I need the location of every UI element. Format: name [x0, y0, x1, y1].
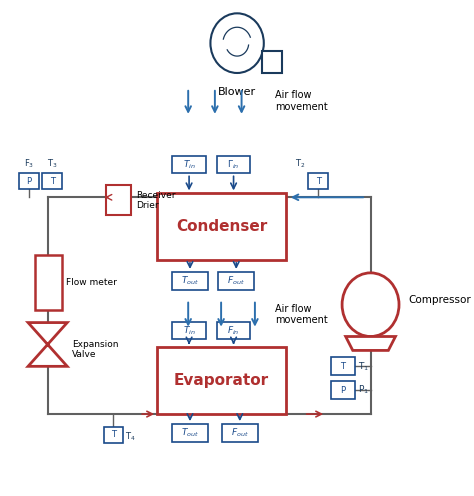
Text: Expansion
Valve: Expansion Valve — [72, 340, 118, 359]
Bar — [219, 272, 254, 290]
Circle shape — [210, 13, 264, 73]
Text: $T_{in}$: $T_{in}$ — [182, 158, 195, 171]
Text: F$_3$: F$_3$ — [24, 158, 34, 171]
Text: Air flow
movement: Air flow movement — [275, 90, 328, 112]
Text: $T_{in}$: $T_{in}$ — [182, 324, 195, 337]
Bar — [106, 186, 131, 215]
Text: Compressor: Compressor — [408, 295, 471, 305]
Text: $F_{out}$: $F_{out}$ — [228, 275, 245, 287]
Bar — [262, 51, 282, 73]
Text: Condenser: Condenser — [176, 219, 267, 234]
Polygon shape — [346, 336, 395, 350]
Bar — [172, 156, 206, 174]
Bar — [42, 174, 62, 189]
Bar — [172, 272, 208, 290]
Text: $T_{out}$: $T_{out}$ — [181, 275, 199, 287]
Bar — [172, 321, 206, 339]
Bar — [35, 255, 62, 310]
Polygon shape — [28, 322, 67, 367]
Bar — [104, 427, 123, 443]
Text: T$_4$: T$_4$ — [125, 431, 136, 443]
Text: P$_1$: P$_1$ — [358, 384, 369, 396]
Text: Air flow
movement: Air flow movement — [275, 304, 328, 325]
Text: T: T — [50, 177, 55, 186]
Text: $\Gamma_{in}$: $\Gamma_{in}$ — [228, 158, 240, 171]
Text: Evaporator: Evaporator — [174, 373, 269, 388]
Text: P: P — [27, 177, 32, 186]
Text: T: T — [111, 431, 116, 439]
Text: Flow meter: Flow meter — [66, 278, 117, 287]
Bar — [217, 321, 250, 339]
Text: Receiver
Drier: Receiver Drier — [136, 190, 175, 210]
Bar — [217, 156, 250, 174]
Text: T$_3$: T$_3$ — [47, 158, 57, 171]
Bar — [222, 424, 257, 442]
Bar — [172, 424, 208, 442]
Text: $T_{out}$: $T_{out}$ — [181, 427, 199, 439]
Bar — [157, 347, 286, 414]
Text: $F_{out}$: $F_{out}$ — [231, 427, 249, 439]
Text: T: T — [316, 177, 320, 186]
Bar — [308, 174, 328, 189]
Circle shape — [342, 273, 399, 336]
Text: T: T — [340, 362, 346, 371]
Text: $F_{in}$: $F_{in}$ — [228, 324, 240, 337]
Bar — [157, 193, 286, 260]
Bar — [330, 381, 356, 399]
Text: P: P — [340, 386, 346, 395]
Text: T$_1$: T$_1$ — [358, 360, 369, 372]
Bar — [19, 174, 39, 189]
Bar — [330, 358, 356, 375]
Text: T$_2$: T$_2$ — [295, 158, 306, 171]
Text: Blower: Blower — [218, 87, 256, 97]
